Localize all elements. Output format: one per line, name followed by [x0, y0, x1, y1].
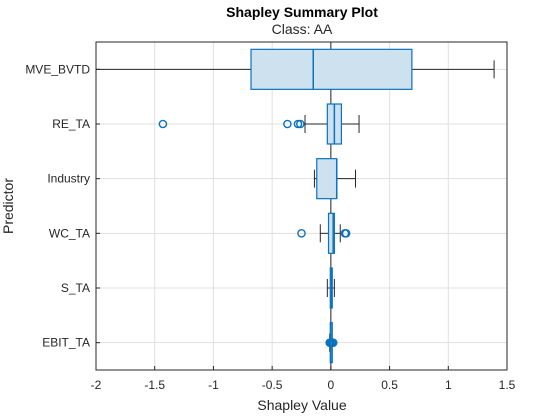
- chart-title: Shapley Summary Plot: [226, 4, 378, 20]
- y-tick-label: EBIT_TA: [42, 336, 90, 350]
- y-tick-label: WC_TA: [49, 226, 90, 240]
- iqr-box: [327, 212, 335, 254]
- boxplot-wc-ta: [297, 212, 351, 254]
- outlier-point: [158, 119, 168, 129]
- x-tick-label: -1: [208, 378, 219, 392]
- y-tick-label: RE_TA: [52, 117, 90, 131]
- outlier-point: [296, 119, 305, 129]
- x-tick-label: -2: [91, 378, 102, 392]
- x-tick-label: 1: [445, 378, 452, 392]
- boxplot-layer: [95, 48, 495, 364]
- boxplot-mve-bvtd: [95, 48, 495, 90]
- outlier-point: [297, 229, 306, 238]
- boxplot-s-ta: [326, 267, 335, 309]
- iqr-box: [316, 158, 338, 200]
- chart-subtitle: Class: AA: [272, 21, 333, 37]
- y-tick-label: S_TA: [61, 281, 90, 295]
- boxplot-ebit-ta: [325, 322, 338, 364]
- x-tick-labels: -2 -1.5 -1 -0.5 0 0.5 1 1.5: [91, 378, 516, 392]
- outlier-point: [283, 119, 292, 129]
- x-tick-label: -0.5: [262, 378, 283, 392]
- boxplot-industry: [313, 158, 357, 200]
- boxplot-re-ta: [158, 103, 360, 145]
- outlier-point: [328, 338, 338, 347]
- y-tick-label: MVE_BVTD: [25, 62, 90, 76]
- grid-layer: [95, 42, 508, 370]
- x-tick-label: 0: [328, 378, 335, 392]
- y-axis-label: Predictor: [0, 178, 16, 234]
- x-tick-label: 1.5: [499, 378, 516, 392]
- iqr-box: [250, 48, 413, 90]
- x-axis-label: Shapley Value: [257, 397, 346, 413]
- y-tick-label: Industry: [47, 172, 90, 186]
- outlier-point: [341, 229, 351, 238]
- plot-area-frame: [95, 41, 508, 371]
- x-tick-label: 0.5: [381, 378, 398, 392]
- y-tick-labels: MVE_BVTD RE_TA Industry WC_TA S_TA EBIT_TA: [25, 62, 90, 349]
- x-tick-label: -1.5: [144, 378, 165, 392]
